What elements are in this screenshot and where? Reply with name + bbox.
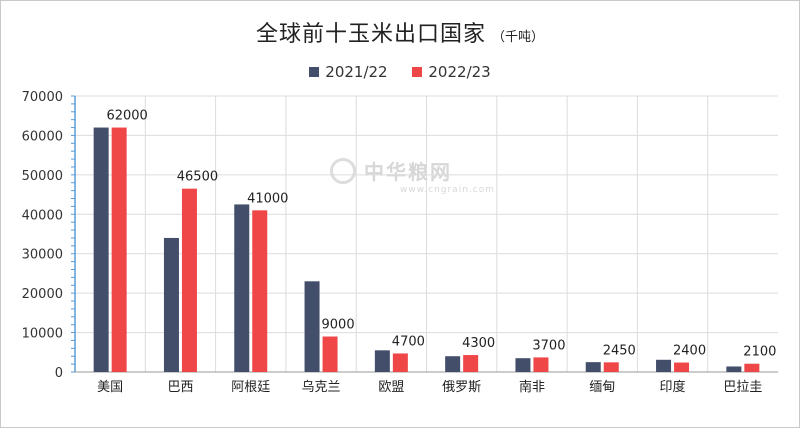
y-tick-label: 20000	[22, 287, 63, 302]
bar-series2	[181, 188, 197, 372]
legend-label-series2: 2022/23	[428, 63, 491, 81]
bar-series1	[585, 362, 601, 372]
data-label: 2100	[743, 345, 776, 360]
legend-swatch-series1	[309, 67, 320, 77]
legend-item-series1[interactable]: 2021/22	[309, 63, 388, 81]
y-tick-label: 0	[55, 366, 63, 381]
x-category-label: 缅甸	[589, 380, 615, 395]
y-tick-label: 70000	[22, 90, 63, 105]
bar-series2	[463, 355, 479, 372]
chart-unit: （千吨）	[492, 30, 545, 45]
x-category-label: 俄罗斯	[442, 380, 481, 395]
watermark: 中华粮网 www.cngrain.com	[330, 156, 495, 195]
bar-series1	[515, 358, 531, 372]
x-category-label: 乌克兰	[302, 379, 341, 395]
legend-item-series2[interactable]: 2022/23	[412, 63, 491, 81]
data-label: 2400	[673, 344, 706, 359]
bar-series1	[656, 359, 672, 372]
x-category-label: 美国	[97, 380, 123, 395]
data-label: 41000	[247, 191, 288, 206]
x-category-label: 阿根廷	[231, 380, 270, 395]
data-label: 3700	[532, 338, 565, 353]
bar-series1	[304, 281, 320, 372]
y-tick-label: 30000	[22, 248, 63, 263]
data-label: 46500	[177, 170, 218, 185]
watermark-url: www.cngrain.com	[400, 185, 495, 195]
chart-legend: 2021/22 2022/23	[0, 63, 800, 81]
bar-series2	[252, 210, 268, 372]
data-label: 4300	[462, 336, 495, 351]
bar-series1	[234, 204, 250, 372]
watermark-logo-icon	[330, 158, 356, 184]
watermark-name: 中华粮网	[364, 160, 452, 184]
bar-series2	[322, 336, 338, 372]
bar-series2	[533, 357, 549, 372]
x-category-label: 巴西	[167, 380, 193, 395]
data-label: 4700	[392, 334, 425, 349]
bar-series2	[603, 362, 619, 372]
legend-label-series1: 2021/22	[325, 63, 388, 81]
chart-title: 全球前十玉米出口国家 （千吨）	[0, 16, 800, 48]
data-label: 2450	[603, 343, 636, 358]
y-tick-label: 60000	[22, 129, 63, 144]
data-label: 9000	[322, 318, 355, 333]
bar-series2	[392, 353, 408, 372]
bar-series1	[726, 366, 742, 372]
y-tick-label: 40000	[22, 208, 63, 223]
bar-series1	[374, 350, 390, 372]
x-category-label: 欧盟	[378, 380, 404, 395]
chart-title-text: 全球前十玉米出口国家	[255, 22, 486, 47]
legend-swatch-series2	[412, 67, 423, 77]
x-category-label: 印度	[660, 379, 686, 395]
bar-series1	[163, 237, 179, 372]
data-label: 62000	[106, 109, 147, 124]
y-tick-label: 50000	[22, 169, 63, 184]
x-category-label: 南非	[519, 379, 545, 395]
x-category-label: 巴拉圭	[723, 380, 762, 395]
bar-series1	[93, 127, 109, 373]
bar-series2	[744, 363, 760, 372]
y-tick-label: 10000	[22, 327, 63, 342]
bar-series2	[674, 362, 690, 372]
bar-series2	[111, 127, 127, 373]
bar-series1	[445, 356, 461, 372]
